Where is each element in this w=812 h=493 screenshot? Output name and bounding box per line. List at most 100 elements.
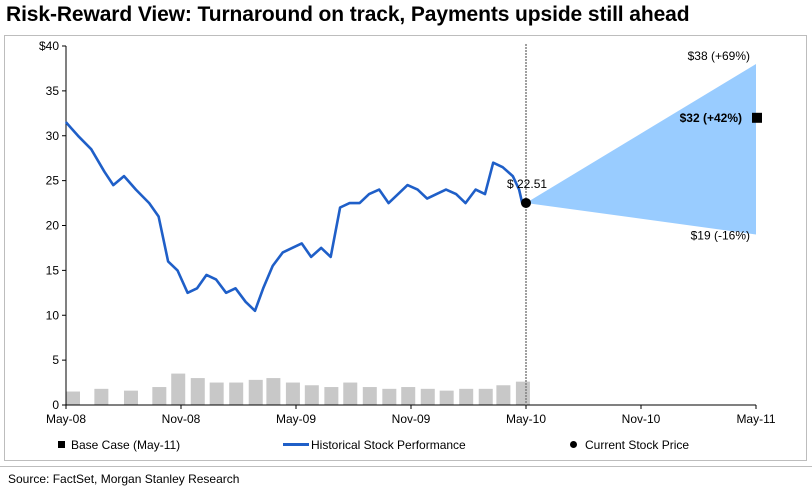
price-point	[464, 202, 467, 204]
legend-current-label: Current Stock Price	[585, 438, 690, 452]
base-case-marker	[752, 112, 762, 123]
price-point	[455, 193, 457, 195]
price-point	[501, 166, 504, 168]
volume-bar	[66, 391, 80, 405]
price-point	[244, 300, 247, 303]
price-point	[234, 287, 237, 290]
price-point	[186, 292, 189, 294]
historical-price-line	[65, 121, 527, 313]
line-marker-icon	[283, 443, 309, 446]
y-tick-label: 35	[46, 84, 60, 98]
price-point	[406, 184, 409, 186]
price-point	[157, 215, 160, 218]
price-point	[77, 134, 79, 137]
volume-bar	[496, 385, 511, 405]
volume-bar	[362, 387, 377, 405]
price-point	[378, 188, 380, 191]
y-tick-label: 15	[46, 263, 60, 277]
volume-bar	[229, 382, 244, 405]
price-point	[90, 148, 93, 151]
volume-bar	[459, 388, 474, 405]
price-point	[123, 175, 125, 177]
price-point	[474, 188, 477, 191]
price-point	[262, 287, 265, 290]
price-point	[368, 193, 370, 195]
price-point	[329, 256, 332, 258]
volume-bar	[209, 382, 224, 405]
price-point	[320, 247, 323, 249]
upside-label: $38 (+69%)	[688, 49, 750, 63]
legend-current: Current Stock Price	[570, 438, 689, 452]
forecast-cone-area	[526, 63, 756, 235]
x-tick-label: May-08	[46, 412, 86, 426]
price-point	[176, 269, 179, 272]
base-case-label: $32 (+42%)	[680, 111, 742, 125]
volume-bars	[66, 373, 530, 405]
volume-bar	[285, 382, 300, 405]
downside-label: $19 (-16%)	[691, 228, 750, 242]
price-point	[435, 193, 438, 195]
price-point	[511, 175, 514, 177]
price-point	[167, 260, 169, 263]
x-tick-label: May-11	[736, 412, 775, 426]
volume-bar	[439, 390, 454, 405]
y-tick-label: $40	[39, 39, 59, 53]
price-point	[445, 188, 447, 191]
volume-bar	[304, 385, 319, 405]
volume-bar	[324, 387, 339, 405]
square-marker-icon	[58, 441, 65, 448]
current-price-label: $ 22.51	[507, 177, 547, 191]
price-point	[205, 274, 208, 276]
volume-bar	[152, 387, 167, 405]
x-tick-label: May-10	[506, 412, 546, 426]
volume-bar	[94, 388, 109, 405]
volume-bar	[478, 388, 493, 405]
y-tick-label: 20	[46, 219, 60, 233]
price-point	[225, 292, 227, 294]
y-tick-label: 10	[46, 308, 60, 322]
circle-marker-icon	[570, 441, 577, 448]
price-point	[358, 202, 361, 204]
price-point	[196, 287, 198, 290]
price-point	[300, 242, 303, 245]
price-point	[426, 197, 428, 200]
price-point	[103, 170, 106, 173]
price-point	[65, 121, 67, 124]
y-tick-label: 30	[46, 129, 60, 143]
price-point	[518, 188, 520, 191]
price-point	[112, 184, 115, 186]
volume-bar	[343, 382, 358, 405]
price-point	[271, 265, 274, 267]
price-point	[291, 247, 294, 249]
volume-bar	[190, 378, 205, 405]
chart-title: Risk-Reward View: Turnaround on track, P…	[6, 3, 690, 26]
current-price-marker	[521, 197, 531, 208]
volume-bar	[266, 378, 281, 405]
price-point	[215, 278, 217, 281]
price-point	[148, 202, 150, 204]
price-point	[254, 309, 256, 312]
y-tick-label: 0	[52, 398, 59, 412]
price-point	[281, 251, 284, 254]
chart-frame	[4, 35, 807, 461]
price-point	[348, 202, 351, 204]
x-tick-label: Nov-09	[392, 412, 431, 426]
price-series	[65, 121, 527, 313]
volume-bar	[420, 388, 435, 405]
price-point	[339, 206, 341, 209]
forecast-cone	[526, 63, 756, 235]
x-tick-label: Nov-10	[622, 412, 661, 426]
price-point	[416, 188, 419, 191]
annotations: $ 22.51 $38 (+69%) $32 (+42%) $19 (-16%)	[507, 49, 762, 242]
legend-historical: Historical Stock Performance	[283, 438, 466, 452]
legend-historical-label: Historical Stock Performance	[311, 438, 466, 452]
source-divider	[0, 466, 812, 467]
price-point	[484, 193, 486, 195]
x-tick-label: Nov-08	[162, 412, 201, 426]
legend-base-case: Base Case (May-11)	[58, 438, 180, 452]
price-point	[135, 188, 137, 191]
volume-bar	[515, 381, 530, 405]
source-note: Source: FactSet, Morgan Stanley Research	[8, 472, 240, 486]
price-point	[397, 193, 399, 195]
